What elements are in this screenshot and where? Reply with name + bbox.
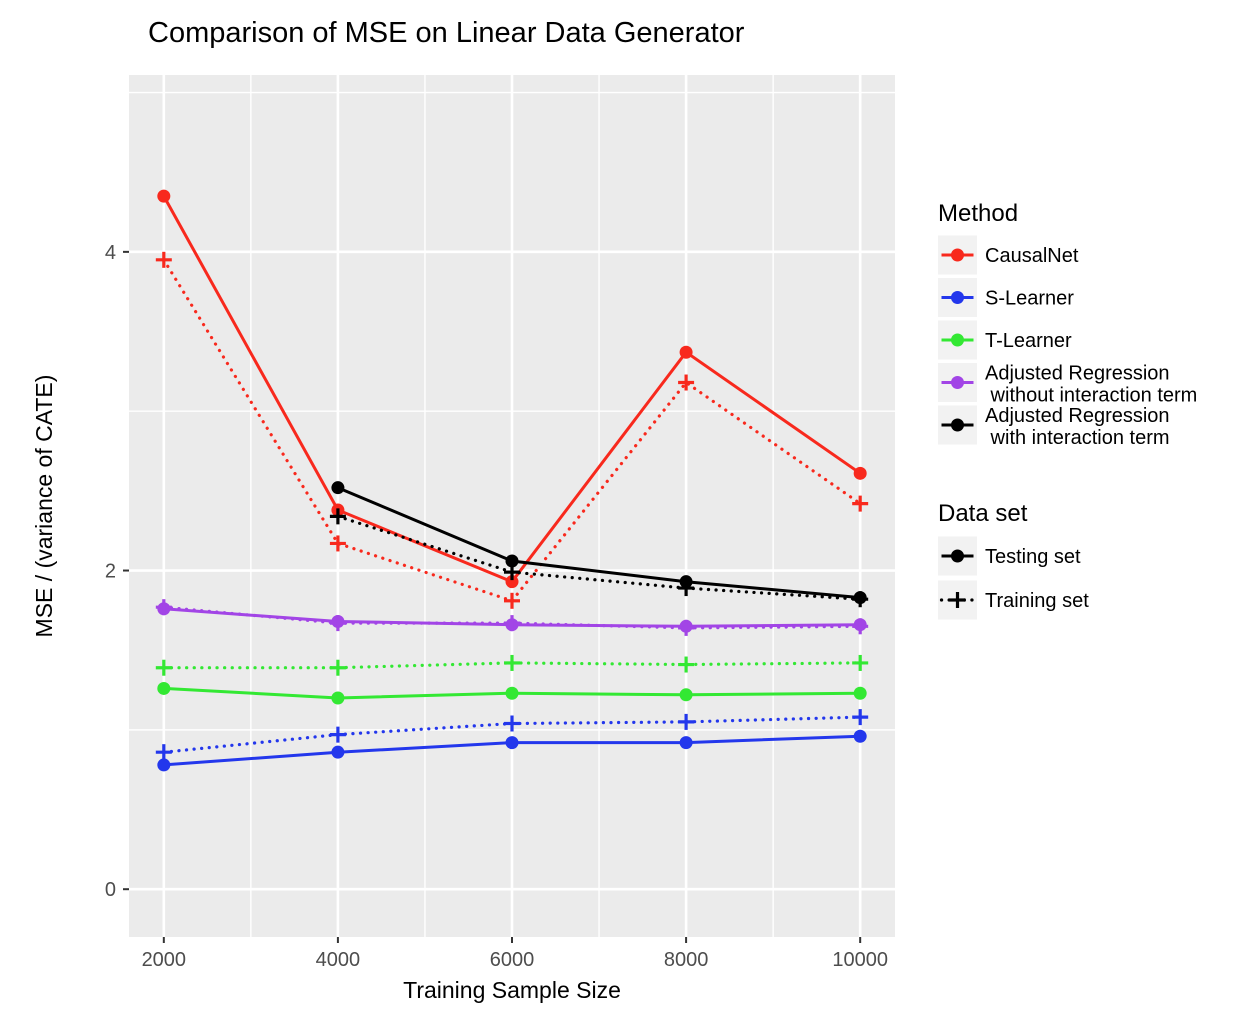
legend-item-label: Testing set [985,546,1081,568]
circle-marker-icon [951,549,964,563]
data-point [679,688,693,702]
data-point [679,736,693,750]
legend-item-label: S-Learner [985,288,1074,310]
series-line-adjusted-regression-with-interaction-term-training [336,514,862,601]
x-tick-label: 6000 [490,949,535,971]
data-point [331,745,345,759]
legend-item-dataset: Testing set [938,536,1081,576]
circle-marker-icon [951,248,964,262]
data-point [679,345,693,359]
data-point [505,686,519,700]
legend-item-method: S-Learner [938,278,1074,317]
x-tick-label: 4000 [316,949,361,971]
axis-tick-labels: 2000 4000 6000 8000 10000 0 2 4 [105,242,888,971]
x-tick-label: 2000 [142,949,187,971]
series-markers [155,189,869,772]
data-point [853,729,867,743]
legend-item-label: Training set [985,590,1089,612]
y-tick-label: 4 [105,242,116,264]
legend-item-method: Adjusted Regression with interaction ter… [938,405,1170,449]
x-tick-label: 10000 [832,949,888,971]
data-point [505,554,519,568]
data-point [853,686,867,700]
data-point [157,758,171,772]
axis-ticks [123,250,862,943]
legend-dataset-title: Data set [938,500,1028,527]
circle-marker-icon [951,291,964,304]
legend-item-method: Adjusted Regression without interaction … [938,363,1197,407]
circle-marker-icon [951,333,964,347]
legend-item-label: Adjusted Regression with interaction ter… [985,405,1170,449]
legend: Method CausalNet S-Learner T-Learner Adjust… [938,200,1197,620]
y-tick-label: 2 [105,561,116,583]
legend-method-items: CausalNet S-Learner T-Learner Adjusted Regr… [938,235,1197,449]
series-line-adjusted-regression-with-interaction-term-testing [337,486,861,600]
legend-item-label: CausalNet [985,245,1079,267]
data-point [331,481,345,495]
legend-item-method: CausalNet [938,235,1079,275]
data-point [853,466,867,480]
x-tick-label: 8000 [664,949,709,971]
chart-title: Comparison of MSE on Linear Data Generat… [148,17,745,49]
data-point [157,189,171,203]
legend-method-title: Method [938,200,1018,227]
legend-item-label: T-Learner [985,330,1072,352]
data-point [505,736,519,750]
data-point [505,575,519,589]
legend-item-method: T-Learner [938,320,1072,360]
legend-item-dataset: Training set [938,580,1089,620]
y-axis-title: MSE / (variance of CATE) [31,375,57,638]
legend-item-label: Adjusted Regression without interaction … [985,363,1197,407]
x-axis-title: Training Sample Size [403,977,621,1003]
y-tick-label: 0 [105,879,116,901]
data-point [157,681,171,695]
data-point [331,691,345,705]
legend-dataset-items: Testing set Training set [938,536,1089,620]
circle-marker-icon [951,418,964,432]
circle-marker-icon [951,376,964,389]
